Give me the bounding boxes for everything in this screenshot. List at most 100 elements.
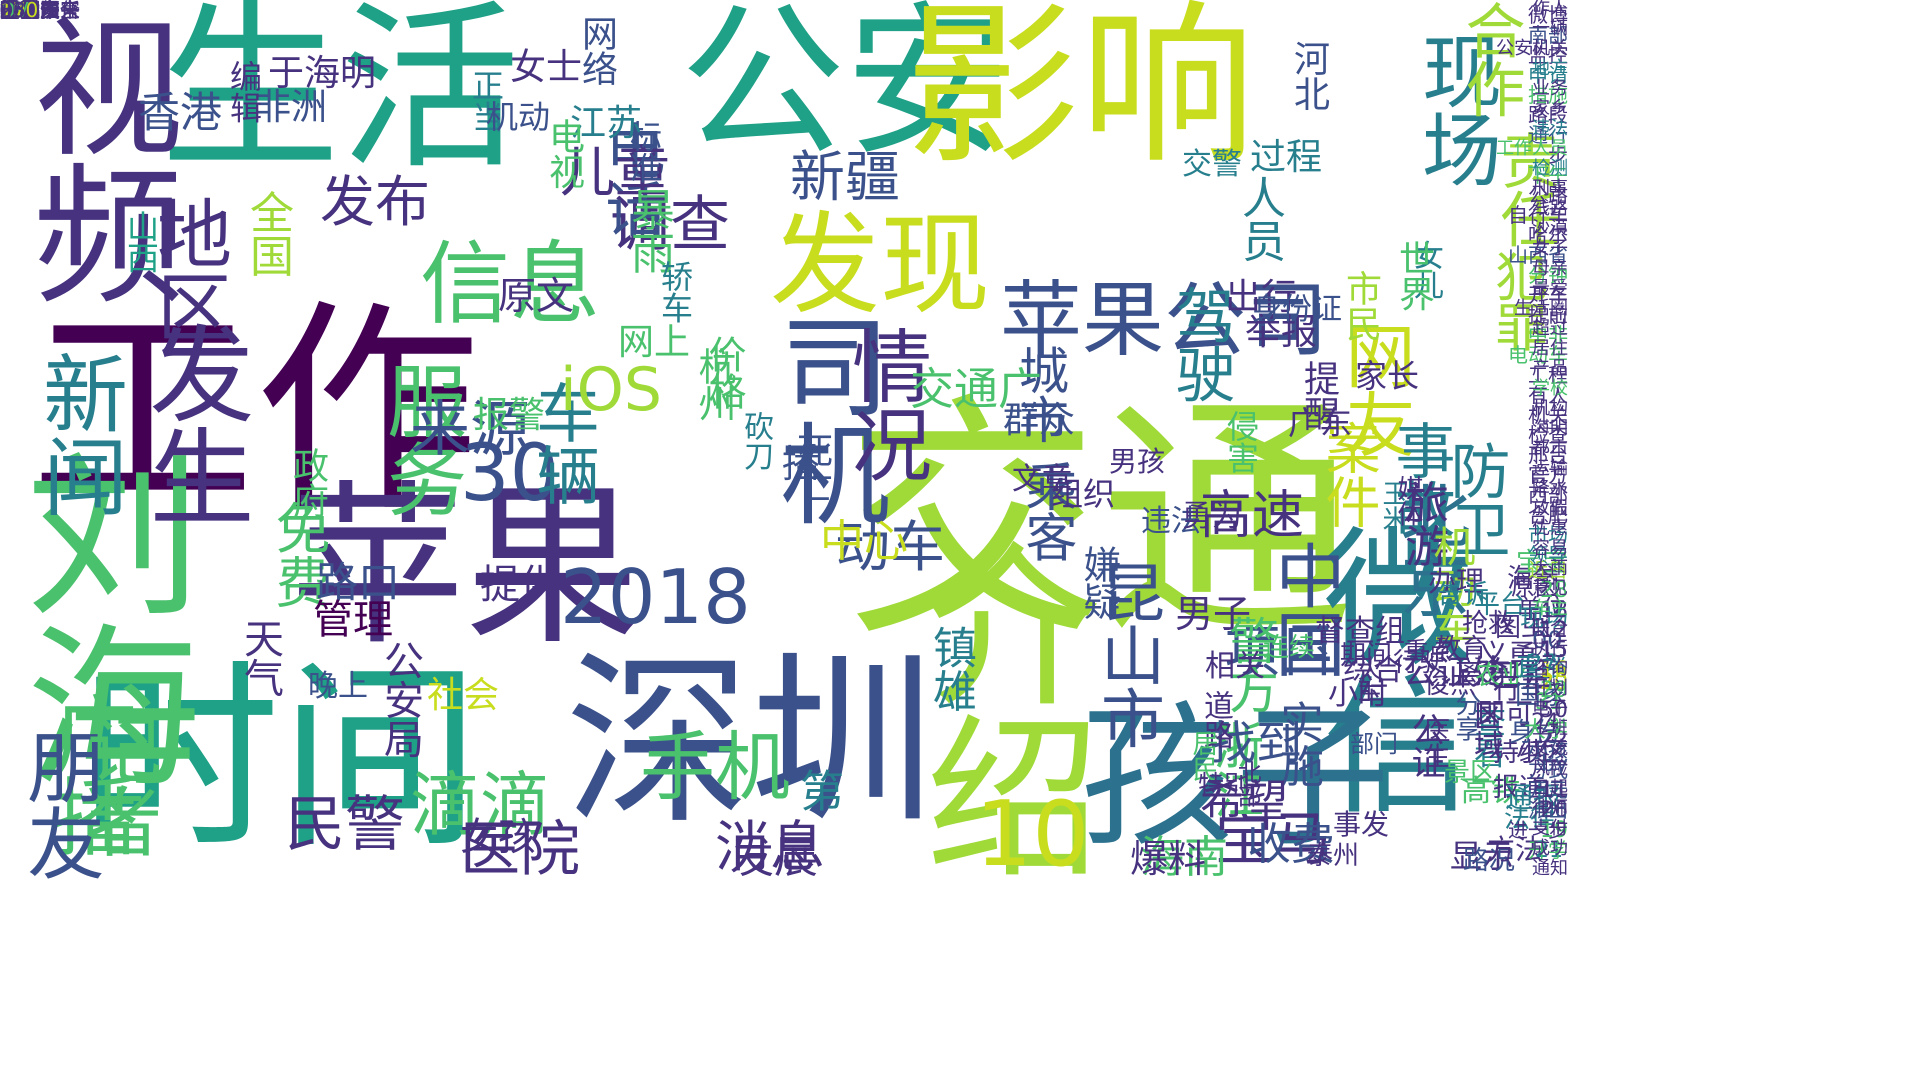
cloud-word: 记录 [0, 0, 40, 22]
cloud-word: 购买 [0, 0, 40, 22]
cloud-word: 世界 [1393, 240, 1434, 311]
cloud-word: 举报 [1245, 312, 1318, 353]
cloud-word: 动车 [835, 515, 946, 579]
cloud-word: 提醒 [1298, 360, 1339, 431]
cloud-word: 产品 [1532, 358, 1568, 379]
cloud-word: 10 [975, 782, 1090, 887]
cloud-word: 确认 [0, 0, 40, 22]
cloud-word: 黑龙江 [0, 0, 60, 22]
cloud-word: 材料 [0, 0, 40, 22]
cloud-word: 行驶 [1393, 648, 1446, 678]
cloud-word: 电动车 [1508, 343, 1568, 367]
cloud-word: 24 [1531, 710, 1559, 735]
cloud-word: 计划 [1532, 678, 1568, 699]
cloud-word: 即可 [1477, 697, 1534, 730]
cloud-word: 第 [792, 768, 843, 812]
cloud-word: 价格 [702, 335, 746, 410]
cloud-word: 案件 [1316, 420, 1380, 528]
cloud-word: 平台 [1474, 590, 1527, 620]
cloud-word: 犯罪 [1486, 250, 1546, 352]
cloud-word: 交流 [1532, 738, 1568, 759]
cloud-word: 轿车 [656, 260, 694, 323]
cloud-word: 合作 [1455, 0, 1525, 118]
cloud-word: 选择 [0, 0, 40, 22]
cloud-word: 派出 [1528, 798, 1568, 822]
cloud-word: 开车 [1528, 283, 1568, 307]
cloud-word: 希望 [1200, 776, 1288, 827]
cloud-word: 26 [1540, 798, 1568, 823]
cloud-word: 一年 [0, 0, 40, 22]
cloud-word: 宝宝 [1515, 548, 1568, 578]
cloud-word: 生活圈 [1514, 298, 1568, 319]
cloud-word: 报道 [1493, 773, 1546, 803]
cloud-word: 公证处 [1403, 653, 1505, 693]
cloud-word: 记者 [74, 710, 162, 857]
cloud-word: 男子 [1175, 592, 1252, 636]
cloud-word: 网友 [1334, 320, 1416, 458]
cloud-word: 16 [1540, 658, 1568, 683]
cloud-word: 责任 [1490, 130, 1560, 248]
cloud-word: 提供 [480, 562, 560, 608]
cloud-word: 香港 [138, 88, 223, 137]
cloud-word: 地区 [144, 195, 232, 342]
cloud-word: 机构 [1532, 398, 1568, 419]
cloud-word: 放假 [1532, 498, 1568, 519]
cloud-word: 相关 [1205, 649, 1265, 684]
cloud-word: 23 [0, 0, 26, 22]
cloud-word: 领导 [1528, 543, 1568, 567]
cloud-word: 通知 [1532, 858, 1568, 879]
cloud-word: 河北 [1288, 40, 1329, 111]
cloud-word: 发生 [132, 320, 254, 526]
cloud-word: 显示 [1450, 837, 1515, 875]
cloud-word: 线路 [1532, 198, 1568, 219]
cloud-word: 海南 [1140, 832, 1228, 883]
cloud-word: 广播 [38, 690, 137, 857]
cloud-word: 介绍 [896, 535, 1099, 878]
cloud-word: 事故 [1385, 420, 1455, 538]
cloud-word: 儿童 [560, 140, 671, 204]
cloud-word: 电话 [595, 120, 665, 238]
cloud-word: 地方 [1532, 58, 1568, 79]
cloud-word: 中国 [1264, 540, 1346, 678]
cloud-word: 自然 [0, 0, 40, 22]
cloud-word: 合肥 [1528, 503, 1568, 527]
cloud-word: 13 [0, 0, 26, 22]
cloud-word: 政府 [287, 447, 328, 518]
cloud-word: 影响 [905, 0, 1255, 189]
cloud-word: 镇雄 [925, 625, 976, 712]
cloud-word: 家人 [0, 0, 40, 22]
cloud-word: 律师 [1532, 798, 1568, 819]
cloud-word: 工作人员 [1496, 138, 1568, 159]
cloud-word: 工作 [30, 281, 480, 543]
cloud-word: 参与 [0, 0, 40, 22]
cloud-word: 发现 [770, 201, 990, 329]
cloud-word: 查看 [1469, 705, 1507, 768]
cloud-word: 学校 [1532, 378, 1568, 399]
cloud-word: 砍刀 [738, 411, 773, 470]
cloud-word: 女孩 [460, 815, 537, 859]
cloud-word: 上班 [1532, 718, 1568, 739]
cloud-word: 于海明 [268, 53, 377, 94]
cloud-word: 步 [1548, 143, 1568, 167]
cloud-word: 公路 [1528, 183, 1568, 207]
cloud-word: 幼儿园 [0, 0, 60, 22]
cloud-word: 超过 [1532, 318, 1568, 339]
cloud-word: 作人 [1532, 0, 1568, 19]
cloud-word: 宝马 [1215, 805, 1332, 873]
cloud-word: 警察未来 [0, 0, 80, 22]
cloud-word: 警方 [1221, 615, 1279, 713]
cloud-word: 项目 [1225, 620, 1336, 684]
cloud-word: DV [0, 0, 29, 22]
cloud-word: 27 [1527, 649, 1558, 677]
cloud-word: 人身安全 [0, 0, 80, 22]
cloud-word: 想到 [0, 0, 40, 22]
cloud-word: 40 [0, 0, 26, 22]
cloud-word: 公证 [1405, 712, 1445, 779]
cloud-word: 停止 [0, 0, 40, 22]
cloud-word: 微博 [1528, 3, 1568, 27]
cloud-word: 暴雨 [623, 187, 674, 274]
cloud-word: 医院 [460, 815, 580, 885]
cloud-word: 收费 [1247, 819, 1335, 870]
cloud-word: 区域 [1468, 700, 1503, 759]
cloud-word: 快速 [0, 0, 40, 22]
